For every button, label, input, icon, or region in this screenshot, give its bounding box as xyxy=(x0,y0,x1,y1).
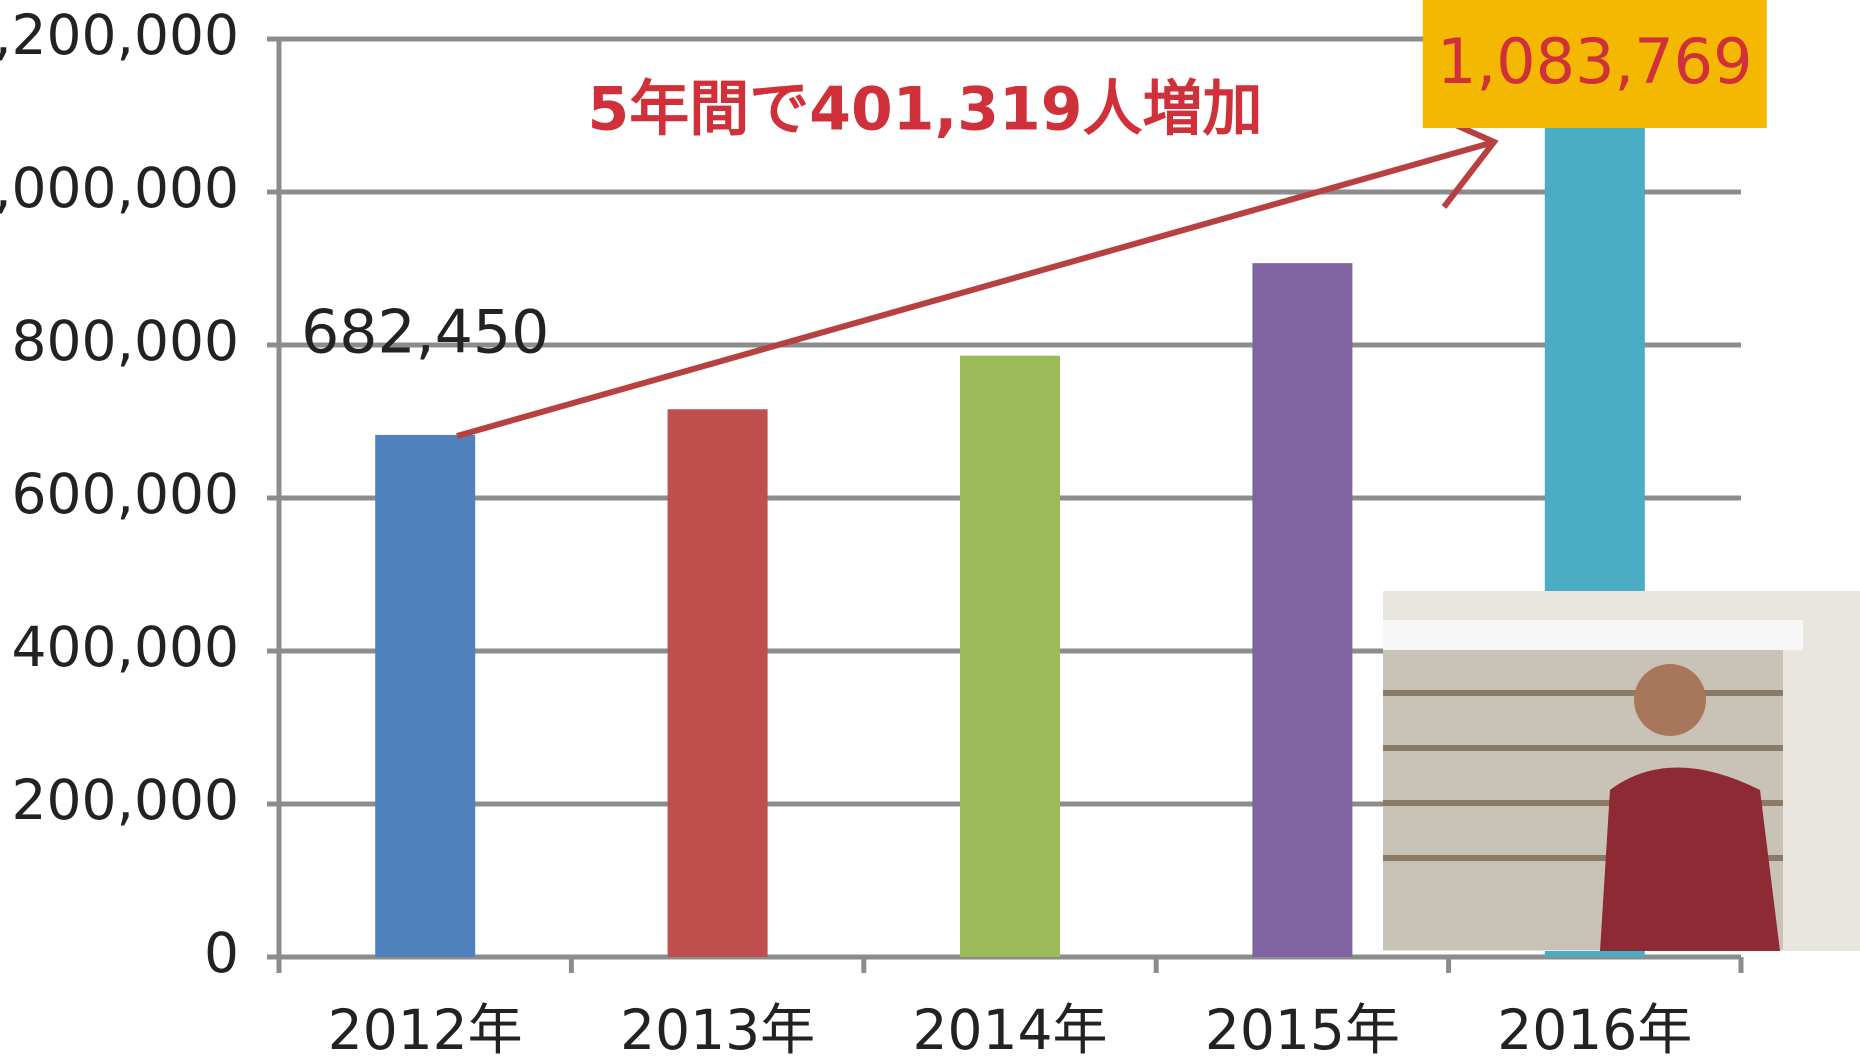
bar xyxy=(668,409,768,957)
annotation: 5年間で401,319人増加 xyxy=(587,75,1262,145)
person-head xyxy=(1634,664,1706,736)
x-tick-label: 2013年 xyxy=(620,998,815,1062)
y-tick-label: 200,000 xyxy=(12,768,239,832)
x-tick-label: 2015年 xyxy=(1205,998,1400,1062)
x-tick-label: 2014年 xyxy=(913,998,1108,1062)
page: 0 200,000 400,000 600,000 800,000 1,000,000 1,… xyxy=(0,0,1860,1062)
chart: 0 200,000 400,000 600,000 800,000 1,000,000 1,… xyxy=(0,0,1860,1062)
bar xyxy=(375,435,475,957)
person-body xyxy=(1600,768,1780,952)
x-tick-label: 2012年 xyxy=(328,998,523,1062)
value-label: 1,083,769 xyxy=(1437,25,1753,98)
bar xyxy=(1252,263,1352,957)
y-tick-label: 800,000 xyxy=(12,309,239,373)
bar xyxy=(960,356,1060,957)
y-tick-label: 1,200,000 xyxy=(0,3,239,67)
value-label: 682,450 xyxy=(301,298,549,368)
x-tick-label: 2016年 xyxy=(1497,998,1692,1062)
y-tick-label: 400,000 xyxy=(12,615,239,679)
y-tick-label: 600,000 xyxy=(12,462,239,526)
photo xyxy=(1383,591,1860,951)
y-tick-label: 1,000,000 xyxy=(0,156,239,220)
shelf-header xyxy=(1383,620,1803,650)
y-tick-label: 0 xyxy=(204,921,239,985)
